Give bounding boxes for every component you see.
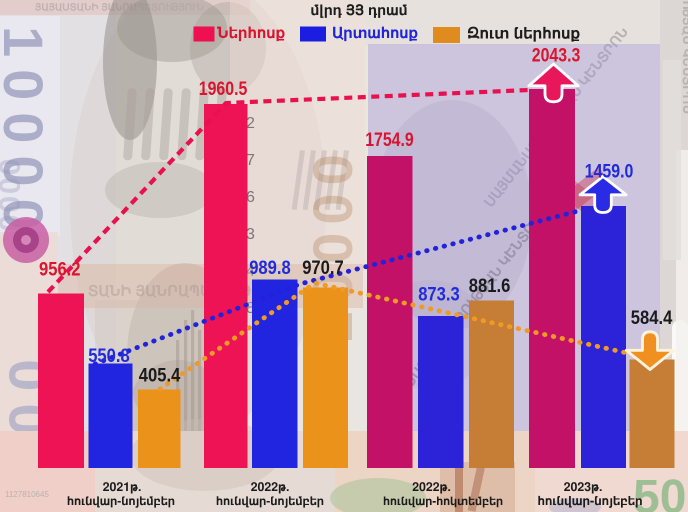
svg-text:1960.5: 1960.5 xyxy=(199,79,248,100)
svg-text:550.8: 550.8 xyxy=(88,346,130,367)
svg-text:970.7: 970.7 xyxy=(302,258,344,279)
svg-text:873.3: 873.3 xyxy=(418,284,460,305)
svg-text:8: 8 xyxy=(246,300,255,317)
svg-text:50: 50 xyxy=(633,471,686,512)
svg-text:1754.9: 1754.9 xyxy=(365,130,414,151)
svg-text:1459.0: 1459.0 xyxy=(585,161,634,182)
svg-text:1127810645: 1127810645 xyxy=(5,490,49,499)
svg-text:3: 3 xyxy=(246,226,255,243)
svg-text:2043.3: 2043.3 xyxy=(532,45,581,66)
svg-text:881.6: 881.6 xyxy=(469,276,511,297)
svg-text:989.8: 989.8 xyxy=(249,258,291,279)
svg-text:405.4: 405.4 xyxy=(139,365,181,386)
svg-text:4: 4 xyxy=(246,263,255,280)
svg-text:7: 7 xyxy=(246,152,255,169)
svg-text:2: 2 xyxy=(246,115,255,132)
svg-text:584.4: 584.4 xyxy=(631,308,673,329)
svg-text:956.2: 956.2 xyxy=(39,259,81,280)
svg-text:6: 6 xyxy=(246,189,255,206)
svg-text:10000: 10000 xyxy=(0,26,55,242)
